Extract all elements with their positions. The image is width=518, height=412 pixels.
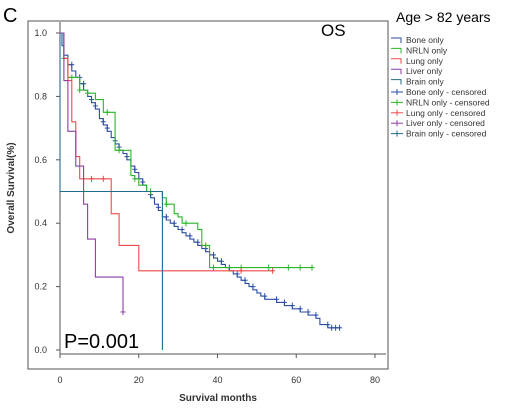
censor-mark-nrln-only <box>69 74 75 81</box>
censor-mark-bone-only <box>281 299 287 306</box>
y-tick-label: 0.6 <box>34 155 47 165</box>
censor-mark-nrln-only <box>85 90 91 97</box>
censor-mark-nrln-only <box>309 264 315 271</box>
legend-label: Bone only <box>406 35 445 45</box>
censor-mark-lung-only <box>89 175 94 182</box>
x-tick-label: 60 <box>291 375 301 385</box>
series-lung-only <box>60 32 273 272</box>
y-axis-label: Overall Survival(%) <box>6 142 17 233</box>
censor-mark-nrln-only <box>132 175 138 182</box>
legend-item-brain-only: Brain only <box>391 77 445 87</box>
legend-label: Lung only - censored <box>406 108 486 118</box>
censor-mark-lung-only <box>100 175 106 182</box>
y-tick-label: 0.2 <box>34 282 47 292</box>
p-value-annotation: P=0.001 <box>64 331 139 353</box>
legend-item-bone-only: Bone only <box>391 35 445 45</box>
panel-letter: C <box>3 5 17 27</box>
y-tick-label: 1.0 <box>34 28 47 38</box>
censor-mark-bone-only <box>195 239 201 246</box>
ticks-layer: 0 20 40 60 80 0.0 0.2 0.4 0.6 0.8 1.0 <box>34 28 380 385</box>
legend-item-lung-only-censored: Lung only - censored <box>391 108 486 118</box>
y-tick-label: 0.4 <box>34 218 47 228</box>
censor-mark-bone-only <box>262 293 268 300</box>
censor-mark-bone-only <box>89 96 94 103</box>
censor-mark-liver-only <box>120 308 126 315</box>
censor-mark-bone-only <box>124 153 130 160</box>
series-layer <box>59 32 343 350</box>
censor-mark-lung-only <box>238 267 244 274</box>
y-tick-label: 0.8 <box>34 91 47 101</box>
censor-mark-bone-only <box>211 251 217 258</box>
legend-item-lung-only: Lung only <box>391 56 444 66</box>
plot-area <box>60 22 386 368</box>
censor-mark-bone-only <box>234 270 240 277</box>
censor-mark-bone-only <box>242 277 248 284</box>
censor-mark-bone-only <box>297 305 303 312</box>
censor-mark-nrln-only <box>116 147 122 154</box>
censor-mark-nrln-only <box>203 242 209 249</box>
legend-label: NRLN only - censored <box>406 97 490 107</box>
censor-mark-bone-only <box>274 296 280 303</box>
censor-mark-bone-only <box>92 102 98 109</box>
legend-label: Brain only - censored <box>406 129 487 139</box>
legend-item-nrln-only-censored: NRLN only - censored <box>391 97 490 107</box>
censor-mark-bone-only <box>155 204 161 211</box>
y-tick-label: 0.0 <box>34 345 47 355</box>
legend-item-brain-only-censored: Brain only - censored <box>391 129 487 139</box>
censor-mark-nrln-only <box>183 220 189 227</box>
censor-mark-bone-only <box>218 258 224 265</box>
censor-mark-nrln-only <box>266 264 272 271</box>
chart-title: OS <box>321 21 346 40</box>
legend-label: NRLN only <box>406 45 448 55</box>
legend-label: Lung only <box>406 56 444 66</box>
x-axis-label: Survival months <box>179 393 257 404</box>
legend-item-liver-only: Liver only <box>391 66 443 76</box>
series-bone-only <box>60 32 340 329</box>
censor-mark-nrln-only <box>285 264 291 271</box>
series-liver-only <box>60 32 124 312</box>
chart-subtitle: Age > 82 years <box>396 9 491 25</box>
x-tick-label: 80 <box>370 375 380 385</box>
censor-mark-nrln-only <box>163 201 169 208</box>
censor-mark-bone-only <box>187 232 193 239</box>
censor-mark-nrln-only <box>104 109 110 116</box>
censor-mark-bone-only <box>140 178 146 185</box>
censor-mark-bone-only <box>104 125 110 132</box>
legend-label: Bone only - censored <box>406 87 487 97</box>
censor-mark-bone-only <box>81 80 87 87</box>
censor-mark-lung-only <box>270 267 276 274</box>
censor-mark-nrln-only <box>211 264 217 271</box>
legend-item-liver-only-censored: Liver only - censored <box>391 118 485 128</box>
censor-mark-bone-only <box>305 308 311 315</box>
legend-item-nrln-only: NRLN only <box>391 45 448 55</box>
censor-mark-bone-only <box>171 220 177 227</box>
x-tick-label: 40 <box>212 375 222 385</box>
censor-mark-bone-only <box>69 61 75 68</box>
series-brain-only <box>59 33 163 350</box>
legend-label: Brain only <box>406 77 445 87</box>
censor-mark-bone-only <box>163 213 169 220</box>
censor-mark-bone-only <box>325 321 331 328</box>
censor-mark-bone-only <box>250 283 256 290</box>
censor-mark-nrln-only <box>297 264 303 271</box>
censor-mark-bone-only <box>100 118 106 125</box>
censor-mark-bone-only <box>179 226 185 233</box>
censor-mark-nrln-only <box>77 87 83 94</box>
censor-mark-bone-only <box>337 324 343 331</box>
legend-label: Liver only <box>406 66 443 76</box>
series-nrln-only <box>60 32 312 269</box>
x-tick-label: 20 <box>134 375 144 385</box>
censor-mark-bone-only <box>289 302 295 309</box>
legend-label: Liver only - censored <box>406 118 485 128</box>
x-tick-label: 0 <box>57 375 62 385</box>
censor-mark-bone-only <box>313 312 319 319</box>
censor-mark-bone-only <box>132 166 138 173</box>
legend-item-bone-only-censored: Bone only - censored <box>391 87 487 97</box>
